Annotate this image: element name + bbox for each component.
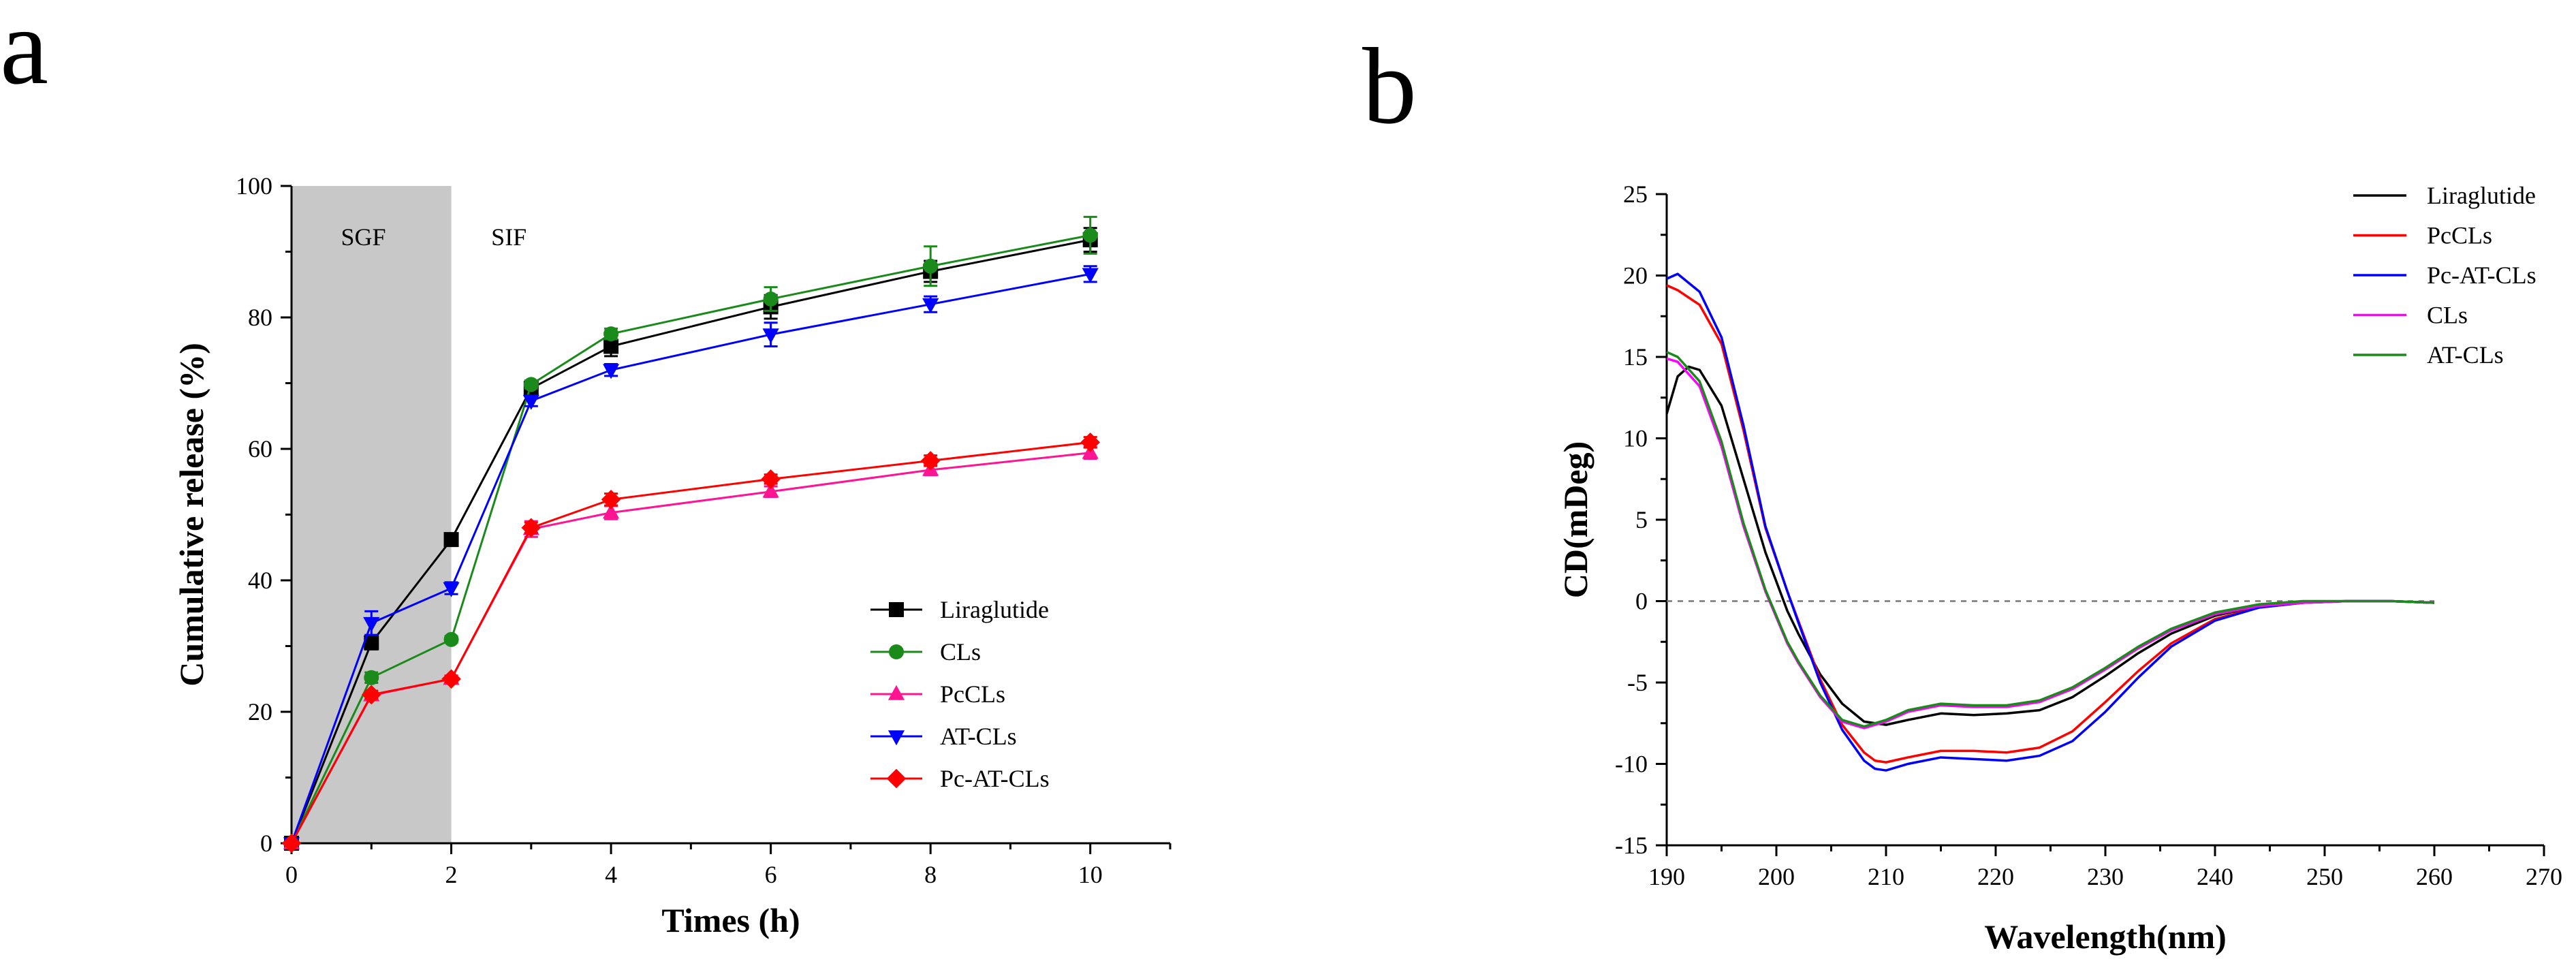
x-tick-label: 10 [1078,861,1103,888]
x-axis-title: Wavelength(nm) [1984,918,2227,956]
data-point [363,616,380,632]
series-pc-at-cls [281,433,1101,853]
series-cls [284,215,1098,851]
data-point [443,582,460,597]
series-line-pc-at-cls [1666,272,2435,772]
series-at-cls [283,265,1099,853]
y-tick-label: 25 [1623,181,1648,208]
legend-label: Liraglutide [2427,182,2536,209]
data-point [923,258,939,274]
y-tick-label: 20 [248,698,272,725]
x-axis-title: Times (h) [661,901,800,939]
data-point [522,394,539,410]
x-tick-label: 2 [445,861,458,888]
legend-label: Pc-AT-CLs [940,765,1050,792]
x-tick-label: 0 [285,861,298,888]
x-tick-label: 250 [2306,863,2343,890]
data-point [763,291,779,307]
x-tick-label: 210 [1868,863,1904,890]
legend-marker [889,644,904,659]
panel-label-a: a [0,0,48,107]
data-point [603,339,619,354]
series-line [290,234,1091,844]
data-point [762,482,779,498]
y-tick-label: 5 [1635,506,1648,533]
x-tick-label: 230 [2087,863,2124,890]
y-tick-label: 0 [260,830,272,857]
data-point [441,669,461,689]
data-point [364,635,379,650]
data-point [361,685,381,705]
legend-label: AT-CLs [940,723,1017,750]
x-tick-label: 190 [1648,863,1685,890]
panel-b-cd-chart: b 190 200 210 220 230 240 250 260 270 -15 -10 -5 0 5 10… [1362,25,2562,956]
legend-marker [886,768,907,789]
data-point [761,469,781,489]
legend-label: Liraglutide [940,596,1049,623]
legend: Liraglutide CLs PcCLs AT-CLs Pc-AT-CLs [870,596,1050,792]
series-line-liraglutide [1665,365,2435,726]
annotation-sgf: SGF [341,223,386,251]
data-point [443,532,459,548]
y-tick-label: 40 [248,567,272,594]
x-tick-label: 200 [1758,863,1795,890]
x-tick-label: 220 [1977,863,2014,890]
legend-label: Pc-AT-CLs [2427,262,2536,289]
y-tick-label: 20 [1623,262,1648,289]
x-tick-label: 6 [765,861,777,888]
series-line [290,238,1091,844]
y-tick-label: -10 [1615,751,1648,778]
series-line-cls [1666,357,2435,730]
panel-label-b: b [1362,25,1417,146]
data-point [602,503,620,519]
legend-marker [889,602,904,617]
legend-marker [888,685,905,700]
y-tick-label: 60 [248,435,272,463]
data-point [603,326,619,342]
y-tick-label: -5 [1627,669,1648,696]
y-axis-title: CD(mDeg) [1556,441,1595,598]
series-line-pccls [1666,284,2435,764]
data-point [1082,228,1098,243]
annotation-sif: SIF [491,223,527,251]
data-point [762,328,779,344]
legend-label: CLs [2427,302,2468,329]
x-tick-label: 260 [2416,863,2453,890]
legend-label: AT-CLs [2427,341,2504,369]
data-point [364,670,379,685]
data-point [602,364,620,379]
data-point [922,298,939,313]
data-point [920,451,941,471]
series-line [290,272,1091,844]
legend-label: PcCLs [940,680,1005,708]
data-point [521,518,541,538]
series-line [290,441,1090,844]
legend: Liraglutide PcCLs Pc-AT-CLs CLs AT-CLs [2353,182,2536,369]
y-tick-label: 10 [1623,425,1648,452]
data-point [1080,433,1101,452]
data-point [1082,268,1099,283]
y-axis-title: Cumulative release (%) [172,343,210,687]
data-point [281,833,302,853]
x-tick-label: 8 [924,861,937,888]
data-point [601,490,621,509]
y-tick-label: -15 [1615,832,1648,859]
data-point [523,377,539,392]
data-point [443,631,459,647]
x-tick-label: 240 [2197,863,2233,890]
y-tick-label: 15 [1623,343,1648,371]
legend-label: CLs [940,638,981,665]
legend-label: PcCLs [2427,222,2492,249]
y-tick-label: 0 [1635,588,1648,615]
x-tick-label: 270 [2526,863,2562,890]
sgf-shaded-region [292,186,452,843]
series-line-at-cls [1666,351,2435,728]
legend-marker [888,730,905,746]
x-tick-label: 4 [605,861,617,888]
y-tick-label: 80 [248,304,272,331]
y-tick-label: 100 [236,172,272,200]
